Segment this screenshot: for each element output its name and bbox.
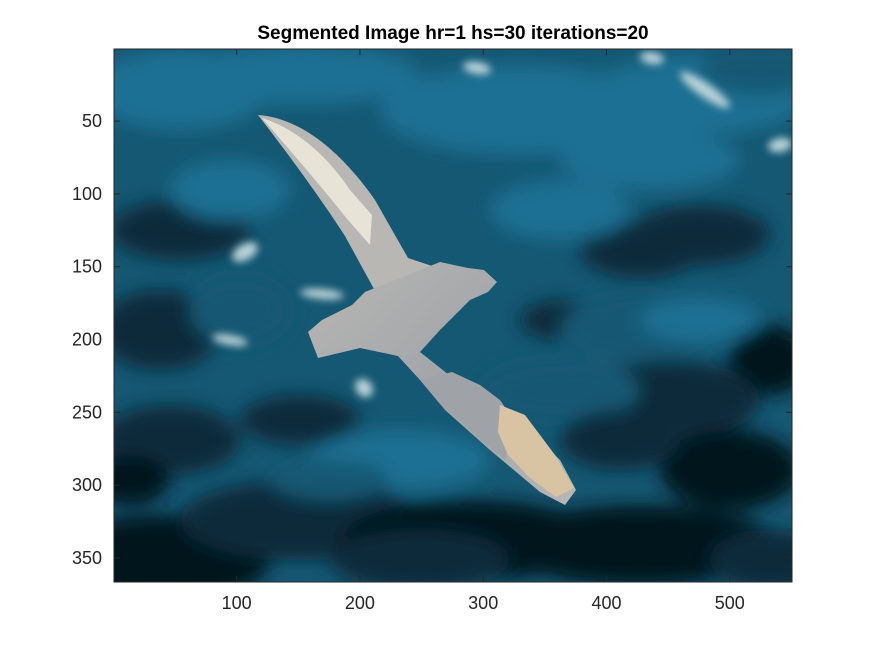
foam-patch (768, 137, 792, 153)
water-region (190, 275, 290, 345)
x-tick-label: 100 (222, 593, 252, 613)
axes-box (113, 48, 793, 583)
x-tick-label: 400 (591, 593, 621, 613)
foam-patch (680, 71, 730, 109)
y-tick-label: 250 (72, 402, 102, 422)
water-region (240, 395, 360, 445)
foam-patch (355, 378, 373, 398)
water-region (270, 460, 390, 500)
foam-patch (232, 242, 258, 262)
foam-patch (300, 288, 344, 300)
x-tick-label: 200 (345, 593, 375, 613)
y-tick-label: 50 (82, 111, 102, 131)
y-tick-label: 100 (72, 184, 102, 204)
foam-patch (640, 51, 664, 65)
chart-title: Segmented Image hr=1 hs=30 iterations=20 (257, 23, 648, 44)
axes: 100 200 300 400 500 50 100 150 200 250 300 350 (72, 48, 793, 613)
water-region (730, 325, 792, 395)
water-region (700, 49, 792, 95)
water-region (380, 65, 660, 155)
water-region (560, 130, 740, 190)
water-region (170, 160, 290, 220)
water-region (330, 530, 510, 582)
x-tick-label: 300 (468, 593, 498, 613)
segmented-image (114, 49, 792, 582)
y-tick-label: 150 (72, 257, 102, 277)
y-tick-label: 200 (72, 330, 102, 350)
water-region (640, 298, 760, 342)
x-tick-label: 500 (715, 593, 745, 613)
bird-wing-highlight (262, 118, 372, 245)
y-axis: 50 100 150 200 250 300 350 (72, 111, 792, 568)
water-region (710, 530, 792, 582)
y-tick-label: 300 (72, 475, 102, 495)
x-axis: 100 200 300 400 500 (222, 49, 745, 613)
water-region (490, 180, 630, 240)
bird-wing-tip (498, 405, 574, 497)
water-region (660, 430, 792, 510)
bird-front-wing (420, 372, 515, 460)
water-region (630, 205, 770, 265)
foam-patch (212, 334, 248, 346)
foam-patch (463, 61, 491, 75)
water-region (480, 360, 640, 420)
water-region (180, 49, 420, 105)
water-region (114, 455, 170, 505)
y-tick-label: 350 (72, 548, 102, 568)
bird (258, 115, 576, 505)
water-region (500, 505, 780, 582)
water-region (560, 410, 680, 470)
